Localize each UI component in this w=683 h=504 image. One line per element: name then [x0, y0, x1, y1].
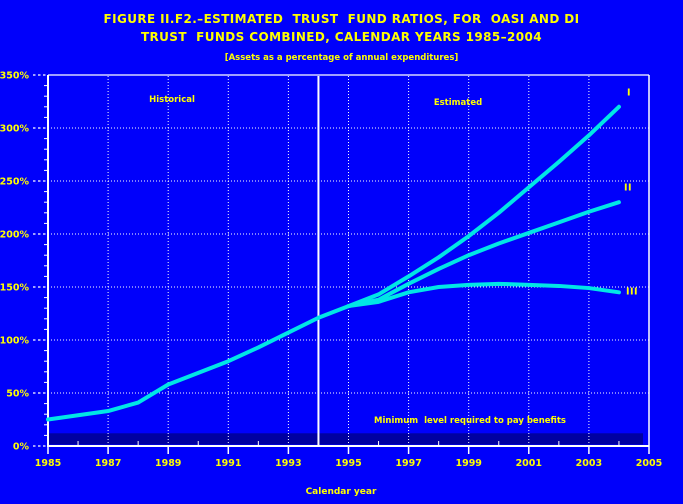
- x-tick-label-2001: 2001: [516, 458, 542, 469]
- chart-title-line2: TRUST FUNDS COMBINED, CALENDAR YEARS 198…: [140, 30, 543, 44]
- annotation-minimum-level: Minimum level required to pay benefits: [374, 416, 566, 426]
- y-tick-label-250: 250%: [0, 177, 29, 188]
- y-tick-label-150: 150%: [0, 283, 29, 294]
- projection-curve-III: [346, 281, 621, 309]
- chart-title-line1: FIGURE II.F2.–ESTIMATED TRUST FUND RATIO…: [103, 12, 580, 26]
- series-label-alternative-1: I: [626, 87, 632, 99]
- x-tick-label-1995: 1995: [335, 458, 361, 469]
- series-label-alternative-2: II: [623, 182, 633, 194]
- y-tick-label-350: 350%: [0, 71, 29, 82]
- y-tick-label-0: 0%: [13, 442, 30, 453]
- minimum-level-band: [49, 433, 643, 445]
- projection-curve-I: [346, 104, 621, 309]
- y-tick-label-300: 300%: [0, 124, 29, 135]
- x-tick-label-1985: 1985: [35, 458, 61, 469]
- historical-curve: [46, 304, 351, 422]
- y-tick-label-50: 50%: [6, 389, 29, 400]
- annotation-estimated: Estimated: [433, 98, 483, 108]
- annotation-historical: Historical: [149, 95, 195, 105]
- x-tick-label-2005: 2005: [636, 458, 662, 469]
- x-tick-label-1993: 1993: [275, 458, 301, 469]
- x-tick-label-1997: 1997: [395, 458, 421, 469]
- projection-curve-II: [346, 200, 621, 309]
- y-tick-label-100: 100%: [0, 336, 29, 347]
- x-tick-label-1989: 1989: [155, 458, 181, 469]
- x-axis-title: Calendar year: [305, 487, 377, 497]
- x-tick-label-1987: 1987: [95, 458, 121, 469]
- x-tick-label-1999: 1999: [455, 458, 481, 469]
- chart-subtitle: [Assets as a percentage of annual expend…: [224, 53, 459, 63]
- x-tick-label-1991: 1991: [215, 458, 241, 469]
- x-tick-label-2003: 2003: [576, 458, 602, 469]
- y-tick-label-200: 200%: [0, 230, 29, 241]
- series-label-alternative-3: III: [625, 286, 639, 298]
